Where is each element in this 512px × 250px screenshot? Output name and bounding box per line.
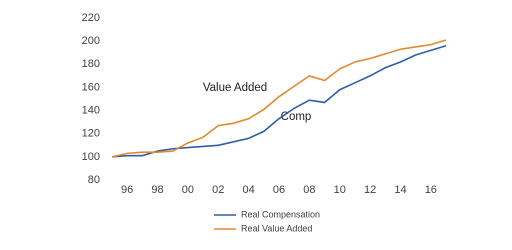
y-tick-label: 140 [82,104,100,116]
x-tick-label: 12 [364,184,376,196]
x-tick-label: 98 [151,184,163,196]
x-tick-label: 10 [334,184,346,196]
annotation: Comp [281,111,312,123]
y-tick-label: 80 [88,174,100,186]
y-tick-label: 220 [82,12,100,24]
x-tick-label: 08 [303,184,315,196]
y-tick-label: 100 [82,151,100,163]
x-tick-label: 14 [394,184,406,196]
x-tick-label: 04 [243,184,255,196]
series-line [111,45,447,158]
y-tick-label: 120 [82,128,100,140]
y-tick-label: 200 [82,35,100,47]
x-tick-label: 96 [121,184,133,196]
series-line [111,39,447,158]
x-tick-label: 00 [182,184,194,196]
x-tick-label: 16 [425,184,437,196]
legend-label: Real Compensation [241,209,320,219]
x-tick-label: 06 [273,184,285,196]
annotation: Value Added [203,82,267,94]
x-tick-label: 02 [212,184,224,196]
y-tick-label: 180 [82,58,100,70]
legend-label: Real Value Added [241,223,312,233]
y-tick-label: 160 [82,81,100,93]
